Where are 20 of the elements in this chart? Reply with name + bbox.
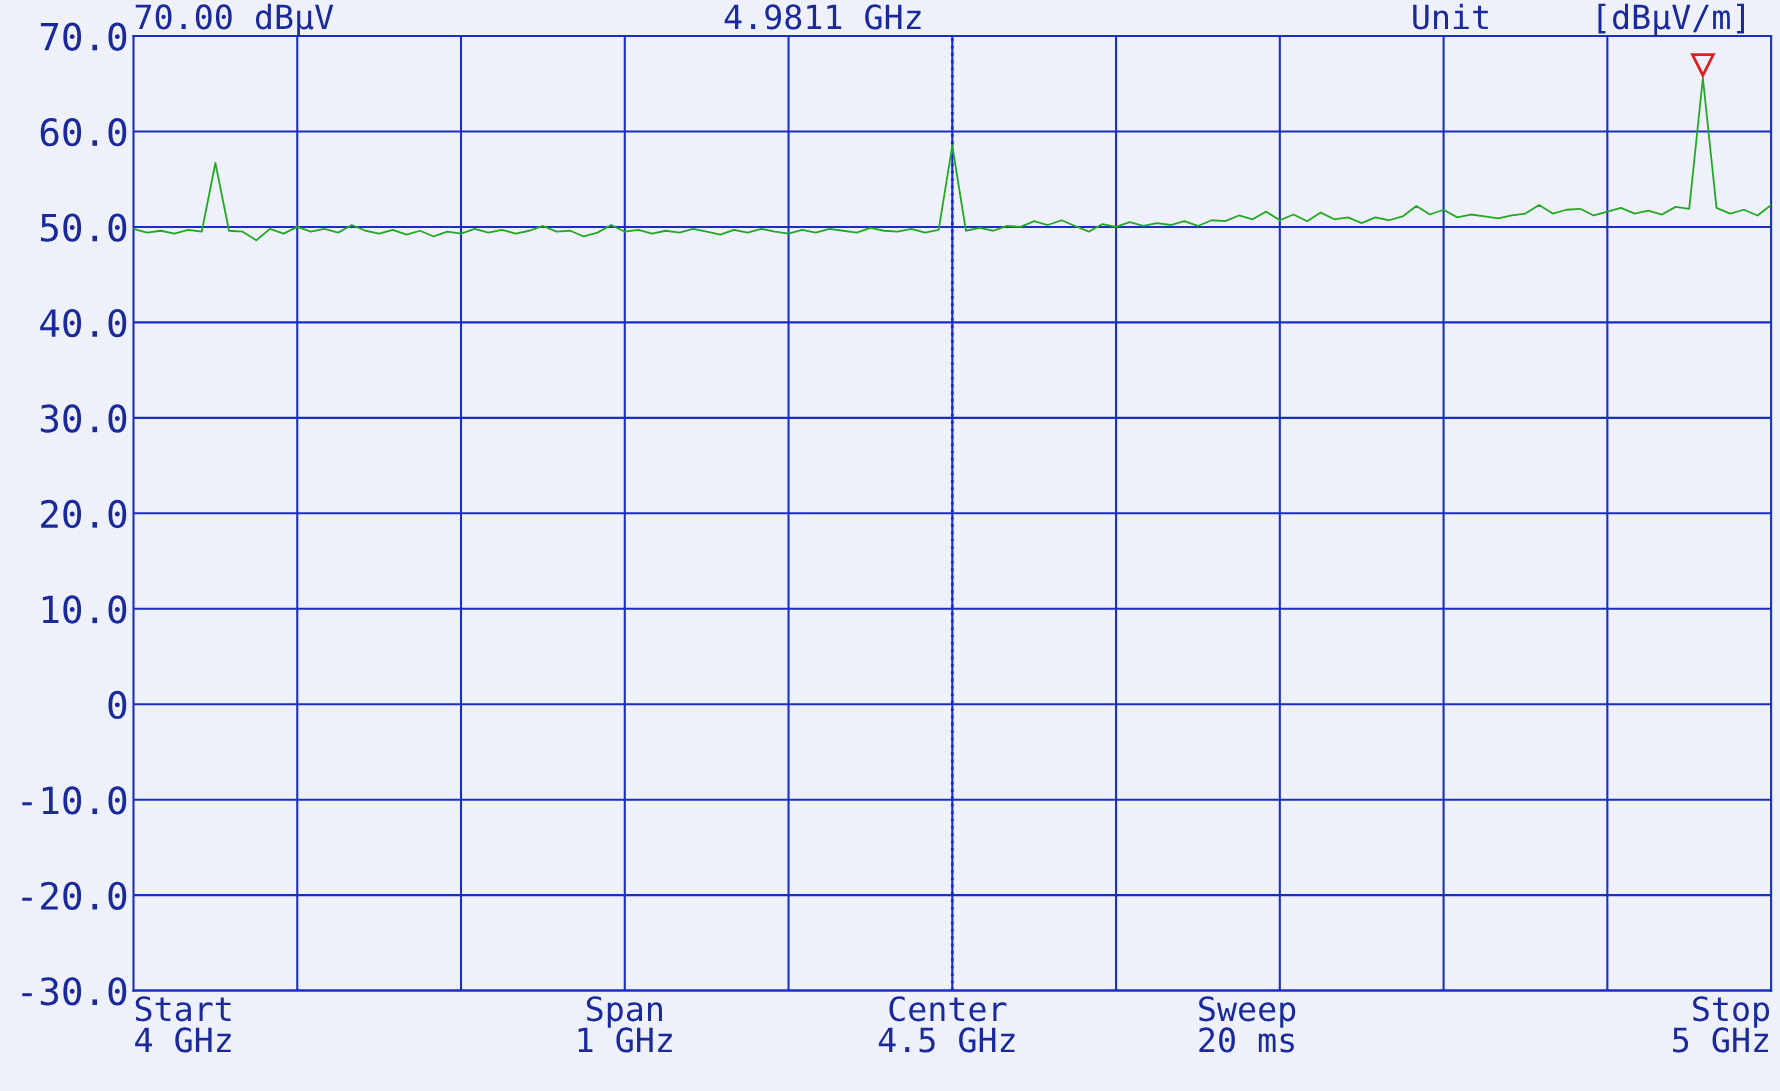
text: Stop 5 GHz <box>1673 996 1770 1053</box>
y-tick-label: 20.0 <box>41 499 127 529</box>
text: Span 1 GHz <box>578 996 672 1053</box>
y-tick-label: -30.0 <box>22 977 127 1006</box>
y-tick-label: 40.0 <box>40 308 127 338</box>
y-tick-label: 50.0 <box>40 213 127 242</box>
y-tick-label: 70.0 <box>40 22 127 51</box>
text: Center 4.5 GHz <box>878 996 1015 1053</box>
y-tick-label: -10.0 <box>22 786 127 815</box>
text: Sweep 20 ms <box>1199 996 1296 1053</box>
y-tick-label: -20.0 <box>22 881 127 911</box>
text: 70.00 dBµV <box>135 3 334 36</box>
y-tick-label: 60.0 <box>40 117 127 147</box>
text: Start 4 GHz <box>135 996 231 1053</box>
text: [dBµV/m] <box>1598 3 1744 36</box>
y-tick-label: 30.0 <box>40 404 127 433</box>
y-tick-label: 0 <box>108 690 127 720</box>
text: Unit <box>1413 3 1488 30</box>
y-tick-label: 10.0 <box>42 595 127 624</box>
text: 4.9811 GHz <box>724 4 921 30</box>
